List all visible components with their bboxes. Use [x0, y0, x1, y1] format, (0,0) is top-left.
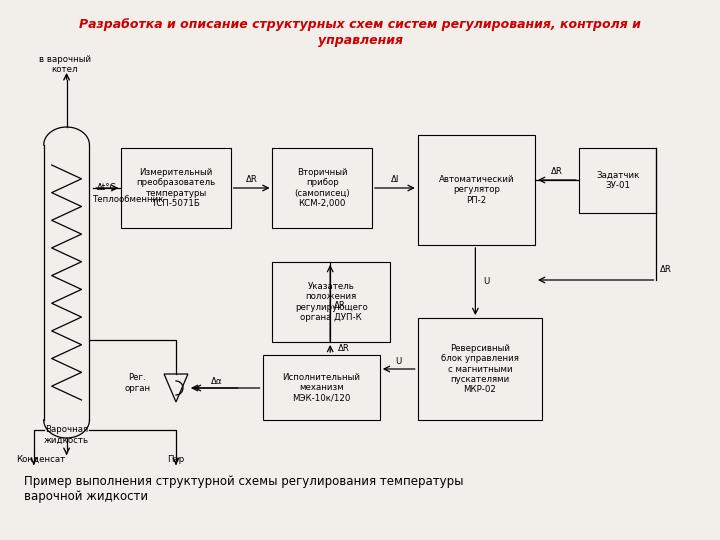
Bar: [579, 148, 657, 213]
Text: Исполнительный
механизм
МЭК-10к/120: Исполнительный механизм МЭК-10к/120: [282, 373, 360, 402]
Bar: [418, 318, 542, 420]
Bar: [272, 148, 372, 228]
Text: управления: управления: [318, 34, 402, 47]
Text: U: U: [395, 356, 402, 366]
Bar: [121, 148, 230, 228]
Bar: [263, 355, 380, 420]
Text: Разработка и описание структурных схем систем регулирования, контроля и: Разработка и описание структурных схем с…: [79, 18, 641, 31]
Text: Реверсивный
блок управления
с магнитными
пускателями
МКР-02: Реверсивный блок управления с магнитными…: [441, 343, 519, 394]
Text: Указатель
положения
регулирующего
органа ДУП-К: Указатель положения регулирующего органа…: [294, 282, 367, 322]
Text: в варочный
котел: в варочный котел: [39, 55, 91, 74]
Text: Пример выполнения структурной схемы регулирования температуры
варочной жидкости: Пример выполнения структурной схемы регу…: [24, 475, 463, 503]
Text: Рег.
орган: Рег. орган: [124, 373, 150, 393]
Bar: [272, 262, 390, 342]
Text: ΔI: ΔI: [391, 176, 399, 185]
Text: Пар: Пар: [167, 455, 184, 464]
Text: ΔR: ΔR: [338, 344, 350, 353]
Text: Измерительный
преобразователь
температуры
ТСП-5071Б: Измерительный преобразователь температур…: [136, 168, 215, 208]
Text: U: U: [483, 277, 490, 286]
Text: Задатчик
ЗУ-01: Задатчик ЗУ-01: [596, 171, 639, 190]
Text: ΔR: ΔR: [660, 266, 672, 274]
Text: ΔR: ΔR: [551, 167, 563, 177]
Text: ΔR: ΔR: [334, 300, 346, 309]
Text: Теплообменник: Теплообменник: [94, 195, 165, 205]
Text: Варочная
жидкость: Варочная жидкость: [44, 425, 89, 444]
Text: Δα: Δα: [211, 377, 222, 387]
Text: Конденсат: Конденсат: [16, 455, 65, 464]
Text: Вторичный
прибор
(самописец)
КСМ-2,000: Вторичный прибор (самописец) КСМ-2,000: [294, 168, 350, 208]
Text: Δt°С: Δt°С: [97, 184, 117, 192]
Text: ΔR: ΔR: [246, 176, 258, 185]
Bar: [418, 135, 535, 245]
Text: Автоматический
регулятор
РП-2: Автоматический регулятор РП-2: [438, 175, 514, 205]
